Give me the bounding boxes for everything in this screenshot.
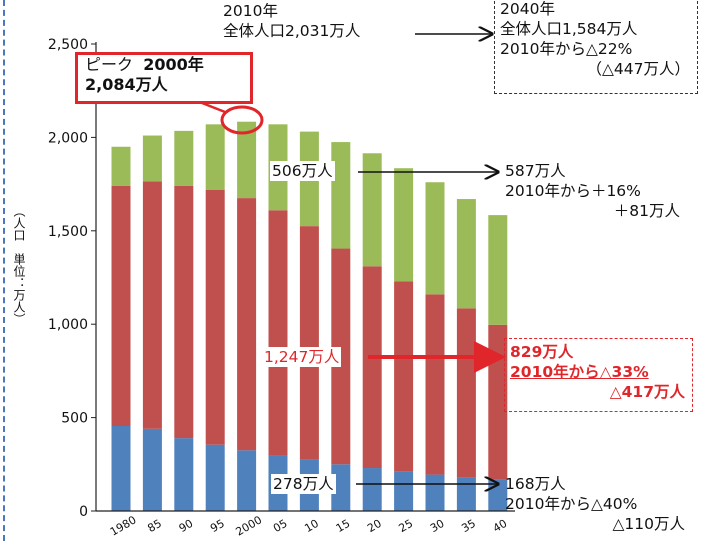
note-2010-total: 2010年 全体人口2,031万人 [223,1,360,41]
bar-green-1980 [111,146,131,186]
red-2040-note: 829万人 2010年から△33% △417万人 [510,342,685,402]
green-2010-label: 506万人 [270,161,335,181]
bar-red-1980 [111,185,131,427]
bar-red-20 [362,266,382,469]
peak-callout-box [75,52,253,104]
bar-blue-1980 [111,426,131,511]
x-tick-label-85: 85 [145,517,164,535]
blue-2040-change-abs: △110万人 [612,515,685,533]
bar-blue-35 [456,477,476,511]
x-tick-label-1980: 1980 [108,513,139,538]
bar-red-2000 [237,198,257,451]
bar-red-25 [394,281,414,472]
bar-blue-20 [362,468,382,511]
bar-blue-90 [174,438,194,511]
bar-green-2000 [237,121,257,199]
bar-red-10 [299,226,319,460]
peak-callout-text: ピーク 2000年 2,084万人 [85,55,204,95]
blue-2010-label: 278万人 [271,474,336,494]
green-2040-value: 587万人 [505,162,566,180]
y-tick-label-0: 0 [79,504,88,520]
bar-red-35 [456,308,476,478]
bar-green-40 [488,215,508,325]
left-dashed-border [3,0,5,541]
bar-red-85 [142,181,162,429]
x-tick-label-90: 90 [177,517,196,535]
x-tick-label-25: 25 [397,517,416,535]
note-2010-year: 2010年 [223,2,278,20]
bar-blue-2000 [237,450,257,511]
bar-red-90 [174,185,194,439]
x-tick-label-10: 10 [302,517,321,535]
blue-2040-note: 168万人 2010年から△40% △110万人 [505,474,685,534]
y-axis-label: （人口 単位：万人） [12,205,26,325]
note-2040-change-pct: 2010年から△22% [500,40,633,58]
bar-green-90 [174,130,194,186]
bar-red-05 [268,210,288,456]
x-tick-label-35: 35 [459,517,478,535]
bar-green-35 [456,199,476,309]
bar-blue-25 [394,471,414,511]
x-tick-label-40: 40 [491,517,510,535]
x-tick-label-2000: 2000 [233,513,264,538]
peak-label: ピーク [85,55,134,74]
peak-year: 2000年 [143,55,204,74]
y-tick-label-500: 500 [61,411,88,427]
green-2040-note: 587万人 2010年から＋16% ＋81万人 [505,161,680,221]
x-tick-label-20: 20 [365,517,384,535]
bar-green-20 [362,153,382,267]
x-tick-label-30: 30 [428,517,447,535]
note-2040-year: 2040年 [500,0,555,18]
bar-green-15 [331,142,351,249]
bar-red-30 [425,294,445,475]
bar-red-95 [205,189,225,445]
bar-blue-15 [331,464,351,511]
x-tick-label-15: 15 [334,517,353,535]
x-tick-label-95: 95 [208,517,227,535]
red-2040-change-abs: △417万人 [609,383,685,401]
y-tick-label-2000: 2,000 [48,130,88,146]
red-2010-label: 1,247万人 [262,347,342,367]
note-2040-total: 2040年 全体人口1,584万人 2010年から△22% （△447万人） [500,0,690,79]
note-2040-change-abs: （△447万人） [586,60,690,78]
bar-green-30 [425,182,445,295]
bar-blue-95 [205,444,225,511]
bar-blue-30 [425,474,445,511]
green-2040-change-pct: 2010年から＋16% [505,182,641,200]
blue-2040-value: 168万人 [505,475,566,493]
peak-circle-marker [220,105,264,135]
box-red-2040 [504,338,693,412]
bar-green-95 [205,124,225,190]
bar-blue-85 [142,428,162,511]
y-tick-label-1000: 1,000 [48,317,88,333]
green-2040-change-abs: ＋81万人 [613,202,680,220]
bar-green-25 [394,168,414,282]
box-2040-total [494,0,698,94]
y-tick-label-2500: 2,500 [48,37,88,53]
blue-2040-change-pct: 2010年から△40% [505,495,638,513]
y-tick-label-1500: 1,500 [48,224,88,240]
x-tick-label-05: 05 [271,517,290,535]
red-2040-value: 829万人 [510,343,574,361]
note-2040-population: 全体人口1,584万人 [500,20,638,38]
bar-green-85 [142,135,162,182]
red-2040-change-pct: 2010年から△33% [510,363,649,381]
peak-value: 2,084万人 [85,75,168,94]
note-2010-population: 全体人口2,031万人 [223,22,361,40]
